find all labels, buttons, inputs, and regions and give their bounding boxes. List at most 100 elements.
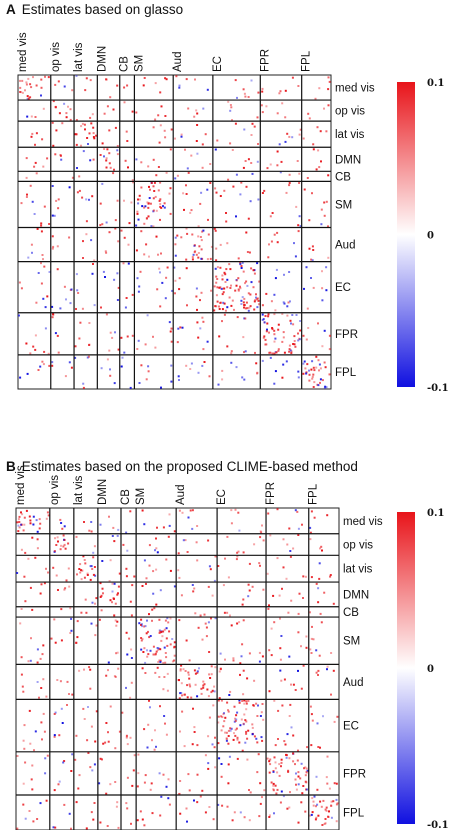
row-label-ec: EC	[343, 721, 359, 733]
heatmap-cell	[44, 75, 46, 78]
heatmap-cell	[165, 656, 168, 659]
heatmap-cell	[282, 538, 285, 541]
heatmap-cell	[315, 649, 318, 652]
heatmap-cell	[280, 758, 283, 761]
heatmap-cell	[52, 313, 55, 315]
heatmap-cell	[111, 590, 114, 593]
heatmap-cell	[76, 167, 78, 169]
heatmap-cell	[332, 602, 335, 605]
heatmap-cell	[115, 652, 118, 655]
heatmap-cell	[245, 702, 248, 705]
heatmap-cell	[184, 670, 187, 672]
heatmap-cell	[236, 738, 239, 741]
heatmap-cell	[99, 523, 102, 526]
heatmap-cell	[186, 551, 189, 553]
heatmap-cell	[178, 277, 181, 280]
heatmap-cell	[61, 527, 64, 530]
heatmap-cell	[270, 300, 273, 303]
heatmap-cell	[32, 515, 35, 518]
heatmap-cell	[143, 781, 146, 784]
heatmap-cell	[226, 286, 229, 289]
heatmap-cell	[256, 262, 259, 265]
heatmap-cell	[229, 690, 232, 693]
heatmap-cell	[126, 653, 129, 656]
heatmap-cell	[288, 350, 291, 353]
heatmap-cell	[138, 622, 141, 625]
heatmap-cell	[311, 245, 314, 248]
heatmap-cell	[196, 112, 199, 115]
heatmap-cell	[229, 109, 232, 112]
heatmap-cell	[236, 555, 239, 558]
heatmap-cell	[205, 626, 208, 629]
heatmap-cell	[302, 334, 305, 337]
heatmap-cell	[249, 305, 252, 308]
heatmap-cell	[300, 762, 303, 765]
heatmap-cell	[125, 802, 128, 805]
heatmap-cell	[279, 617, 281, 620]
heatmap-cell	[266, 757, 269, 760]
heatmap-cell	[31, 764, 34, 767]
heatmap-cell	[59, 518, 62, 521]
heatmap-cell	[215, 191, 218, 194]
heatmap-cell	[295, 783, 297, 786]
heatmap-cell	[238, 621, 241, 624]
heatmap-cell	[53, 713, 56, 715]
heatmap-cell	[60, 544, 62, 547]
heatmap-cell	[93, 802, 96, 804]
heatmap-cell	[78, 337, 81, 340]
heatmap-cell	[185, 193, 188, 195]
heatmap-cell	[248, 251, 251, 254]
heatmap-cell	[178, 619, 181, 622]
heatmap-cell	[57, 783, 60, 786]
heatmap-cell	[116, 651, 119, 654]
heatmap-cell	[245, 730, 248, 733]
heatmap-cell	[261, 796, 263, 799]
heatmap-cell	[152, 225, 155, 228]
heatmap-cell	[51, 364, 54, 367]
heatmap-cell	[226, 701, 229, 704]
heatmap-cell	[196, 744, 199, 747]
heatmap-cell	[195, 140, 198, 142]
heatmap-cell	[302, 362, 305, 365]
heatmap-cell	[146, 649, 148, 652]
heatmap-cell	[18, 526, 21, 529]
heatmap-cell	[166, 672, 169, 675]
heatmap-cell	[245, 732, 248, 735]
heatmap-cell	[85, 220, 88, 223]
column-label-ec: EC	[212, 56, 224, 72]
heatmap-cell	[152, 209, 155, 212]
heatmap-cell	[288, 271, 291, 273]
heatmap-cell	[185, 184, 187, 187]
heatmap-cell	[218, 697, 221, 700]
heatmap-cell	[297, 224, 300, 227]
heatmap-cell	[89, 766, 92, 769]
heatmap-cell	[83, 668, 85, 671]
heatmap-cell	[91, 272, 94, 275]
heatmap-cell	[319, 547, 321, 550]
heatmap-cell	[189, 685, 192, 688]
heatmap-cell	[35, 519, 38, 522]
panel-a-title: A Estimates based on glasso	[6, 2, 183, 17]
heatmap-cell	[246, 307, 249, 310]
heatmap-cell	[67, 105, 69, 108]
heatmap-cell	[288, 715, 291, 717]
heatmap-cell	[261, 524, 263, 527]
heatmap-cell	[218, 670, 221, 673]
heatmap-cell	[162, 662, 165, 664]
heatmap-cell	[104, 741, 107, 744]
heatmap-cell	[224, 557, 226, 560]
heatmap-cell	[98, 618, 101, 621]
heatmap-cell	[224, 281, 227, 283]
heatmap-cell	[324, 808, 327, 811]
heatmap-cell	[45, 799, 48, 802]
heatmap-cell	[300, 645, 302, 648]
heatmap-cell	[71, 176, 74, 179]
heatmap-cell	[250, 267, 253, 270]
heatmap-cell	[257, 198, 260, 201]
colorbar	[397, 512, 415, 824]
heatmap-cell	[245, 231, 248, 234]
heatmap-cell	[189, 509, 192, 512]
heatmap-cell	[30, 86, 33, 89]
heatmap-cell	[63, 543, 66, 546]
heatmap-cell	[141, 667, 144, 670]
